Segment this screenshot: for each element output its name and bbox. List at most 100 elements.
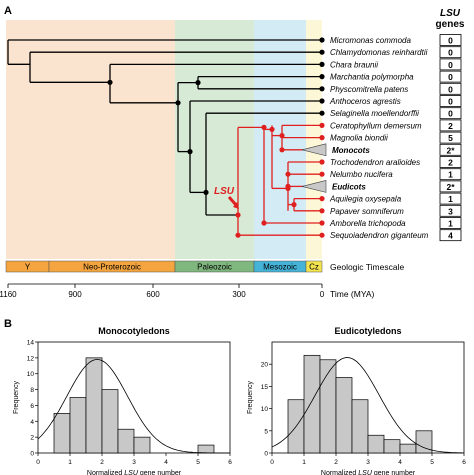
y-tick-label: 15 xyxy=(261,384,269,391)
x-tick-label: 4 xyxy=(164,459,168,466)
x-axis-label-prefix: Normalized xyxy=(87,470,124,475)
gene-count-box xyxy=(439,156,462,168)
gene-count-box xyxy=(439,70,462,83)
gene-count-box xyxy=(439,46,462,59)
fit-curve xyxy=(37,358,230,454)
gene-count-value: 3 xyxy=(448,206,453,216)
gene-count-box xyxy=(439,217,462,229)
y-tick-label: 10 xyxy=(261,406,269,413)
tree-node xyxy=(319,49,325,55)
gene-count-box xyxy=(439,119,462,132)
tree-node xyxy=(291,202,297,208)
x-tick-label: 0 xyxy=(36,459,40,466)
lsu-marker-label: LSU xyxy=(214,186,235,197)
x-axis-label-italic: LSU xyxy=(124,470,139,475)
x-tick-label: 0 xyxy=(270,459,274,466)
gene-count-box xyxy=(439,143,462,156)
histogram-bar xyxy=(415,430,433,454)
x-tick-label: 4 xyxy=(398,459,402,466)
y-tick-label: 20 xyxy=(261,362,269,369)
tree-node xyxy=(261,220,267,226)
tree-node xyxy=(319,208,325,214)
gene-count-value: 5 xyxy=(448,133,453,143)
gene-count-value: 0 xyxy=(448,36,453,46)
gene-count-box xyxy=(439,180,462,193)
histogram-bar xyxy=(367,434,385,454)
phylogenetic-tree xyxy=(7,37,327,238)
gene-count-value: 0 xyxy=(448,84,453,94)
y-tick-label: 4 xyxy=(30,419,34,426)
genes-header-genes: genes xyxy=(436,19,465,30)
gene-count-box xyxy=(439,107,462,120)
lsu-gain-marker: LSU xyxy=(214,186,239,209)
x-tick-label: 3 xyxy=(132,459,136,466)
gene-count-value: 2* xyxy=(446,145,455,155)
taxon-label: Trochodendron aralioides xyxy=(330,158,420,167)
gene-count-box xyxy=(439,58,462,71)
lsu-arrowhead xyxy=(233,202,239,209)
gene-count-box xyxy=(439,95,462,107)
gene-count-value: 0 xyxy=(448,97,453,107)
taxa-labels: Micromonas commoda Chlamydomonas reinhard… xyxy=(329,36,429,240)
era-label: Neo-Proterozoic xyxy=(83,263,141,272)
histogram-bar xyxy=(53,413,71,454)
x-tick-label: 6 xyxy=(228,459,232,466)
tree-node xyxy=(319,135,325,141)
taxon-label: Monocots xyxy=(332,146,370,155)
y-tick-label: 0 xyxy=(30,451,34,458)
x-tick-label: 6 xyxy=(462,459,466,466)
taxon-label: Selaginella moellendorffii xyxy=(330,109,419,118)
era-label: Y xyxy=(25,263,31,272)
taxon-label: Chara braunii xyxy=(330,60,378,69)
time-axis-label: Time (MYA) xyxy=(330,289,375,299)
tree-node xyxy=(319,220,325,226)
taxon-label: Anthoceros agrestis xyxy=(329,97,401,106)
taxon-label: Aquilegia oxysepala xyxy=(329,195,402,204)
taxon-label: Sequoiadendron giganteum xyxy=(330,231,429,240)
y-tick-label: 2 xyxy=(30,435,34,442)
taxon-label: Physcomitrella patens xyxy=(330,85,408,94)
timescale-label: Geologic Timescale xyxy=(330,262,404,272)
fit-curve xyxy=(271,357,464,454)
taxon-label: Ceratophyllum demersum xyxy=(330,121,422,130)
x-axis-label: Normalized LSU gene number xyxy=(321,470,416,475)
tree-node xyxy=(319,110,325,116)
x-tick-label: 5 xyxy=(196,459,200,466)
histogram-bar xyxy=(383,439,401,454)
y-tick-label: 0 xyxy=(264,451,268,458)
chart-title: Monocotyledons xyxy=(98,326,170,336)
x-tick-label: 5 xyxy=(430,459,434,466)
tree-node xyxy=(319,86,325,92)
x-tick-label: 3 xyxy=(366,459,370,466)
tree-node xyxy=(319,37,325,43)
gene-count-value: 1 xyxy=(448,219,453,229)
gene-count-box xyxy=(439,229,462,242)
histogram-bar xyxy=(69,397,87,454)
gene-count-value: 0 xyxy=(448,72,453,82)
histogram-bar xyxy=(351,399,369,454)
tree-node xyxy=(279,147,285,153)
gene-count-box xyxy=(439,131,462,144)
gene-count-box xyxy=(439,168,462,181)
geologic-timescale-bar: Y Neo-Proterozoic Paleozoic Mesozoic Cz xyxy=(5,260,323,273)
gene-count-value: 4 xyxy=(448,231,453,241)
gene-count-box xyxy=(439,82,462,95)
gene-count-box xyxy=(439,192,462,205)
tree-node xyxy=(319,232,325,238)
taxon-label: Amborella trichopoda xyxy=(329,219,406,228)
x-tick-label: 2 xyxy=(334,459,338,466)
taxon-label: Micromonas commoda xyxy=(330,36,411,45)
tree-node xyxy=(319,171,325,177)
histogram-bar xyxy=(303,354,321,454)
histogram-eudicotyledons: Eudicotyledons 0 1 2 3 4 5 6 0 5 10 15 20 Normalized … xyxy=(247,326,466,475)
gene-count-value: 0 xyxy=(448,48,453,58)
tree-node xyxy=(235,232,241,238)
era-label: Paleozoic xyxy=(197,263,232,272)
era-segment xyxy=(305,260,323,273)
gene-count-box xyxy=(439,204,462,217)
time-tick-label: 900 xyxy=(68,290,82,299)
tree-node xyxy=(319,122,325,128)
era-label: Cz xyxy=(309,263,319,272)
tree-node xyxy=(319,61,325,67)
